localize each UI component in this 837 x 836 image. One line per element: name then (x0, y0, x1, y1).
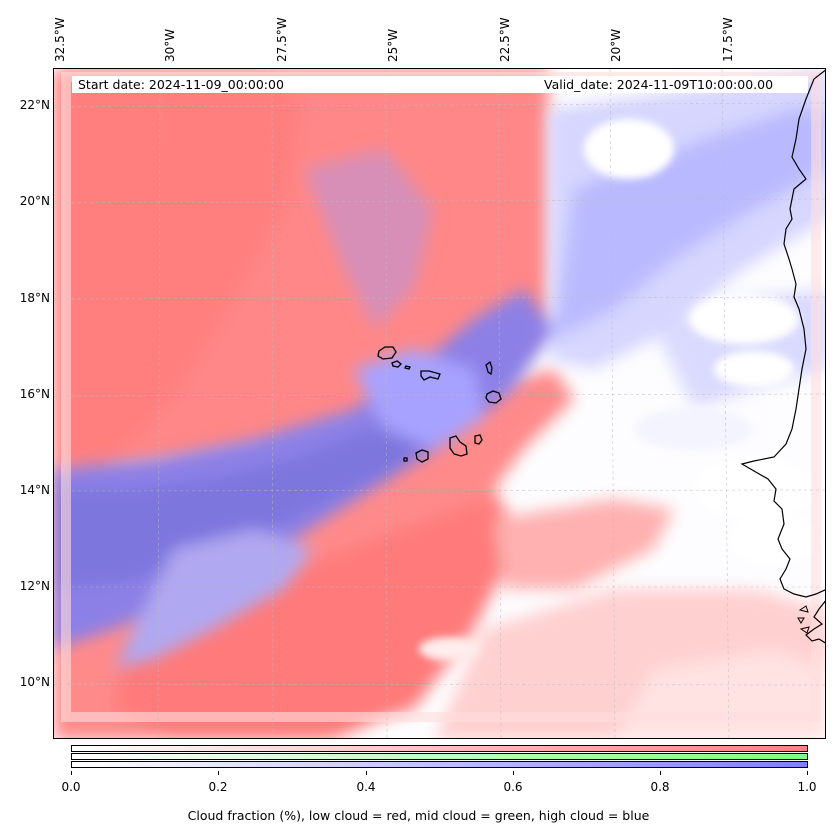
cape-verde-islands (377, 346, 502, 463)
lat-label: 22°N (19, 98, 50, 112)
lon-label: 27.5°W (275, 17, 289, 62)
lon-label: 20°W (609, 28, 623, 62)
colorbar-caption: Cloud fraction (%), low cloud = red, mid… (187, 808, 650, 823)
africa-coastline-south (805, 600, 825, 644)
colorbar-tick-label: 0.4 (356, 780, 376, 794)
lat-label: 20°N (19, 194, 50, 208)
map-panel (53, 68, 826, 739)
colorbar: 0.0 0.2 0.4 0.6 0.8 1.0 (61, 745, 817, 794)
lon-label: 32.5°W (53, 17, 67, 62)
colorbar-tick (660, 771, 661, 775)
clear-sky-patches (419, 119, 819, 661)
colorbar-tick-label: 0.8 (650, 780, 670, 794)
lat-label: 10°N (19, 675, 50, 689)
lon-label: 17.5°W (721, 17, 735, 62)
coastal-islands (797, 605, 810, 634)
lat-label: 18°N (19, 291, 50, 305)
gridlines (54, 69, 825, 738)
colorbar-tick-label: 0.0 (61, 780, 81, 794)
cloud-fraction-map (54, 69, 825, 738)
lon-label: 25°W (386, 28, 400, 62)
colorbar-tick (807, 771, 808, 775)
colorbar-high-cloud (71, 761, 808, 768)
lon-label: 22.5°W (498, 17, 512, 62)
colorbar-tick (71, 771, 72, 775)
valid-date-label: Valid_date: 2024-11-09T10:00:00.00 (538, 76, 808, 93)
colorbar-tick-label: 1.0 (797, 780, 817, 794)
start-date-label: Start date: 2024-11-09_00:00:00 (72, 76, 543, 93)
colorbar-tick-label: 0.2 (208, 780, 228, 794)
colorbar-tick (218, 771, 219, 775)
colorbar-tick (366, 771, 367, 775)
lat-label: 12°N (19, 579, 50, 593)
lon-label: 30°W (163, 28, 177, 62)
lat-label: 14°N (19, 483, 50, 497)
lat-label: 16°N (19, 387, 50, 401)
colorbar-tick (513, 771, 514, 775)
colorbar-mid-cloud (71, 753, 808, 760)
colorbar-low-cloud (71, 745, 808, 752)
colorbar-tick-label: 0.6 (503, 780, 523, 794)
africa-coastline (740, 69, 825, 598)
